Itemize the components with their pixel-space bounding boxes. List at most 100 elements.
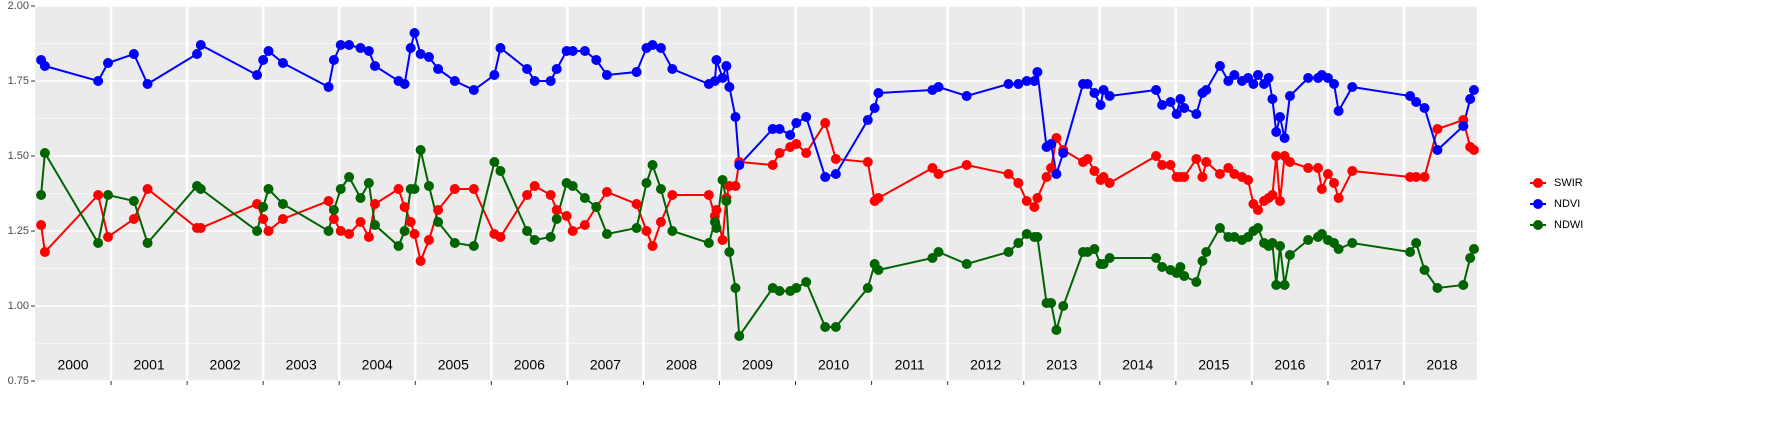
data-point [1013, 178, 1024, 188]
data-point [39, 148, 50, 158]
data-point [717, 235, 728, 245]
data-point [717, 73, 728, 83]
data-point [1223, 76, 1234, 86]
data-point [495, 232, 506, 242]
data-point [1405, 247, 1416, 257]
data-point [1179, 103, 1190, 113]
data-point [655, 43, 666, 53]
y-tick-label: 2.00 [8, 0, 29, 12]
data-point [631, 223, 642, 233]
data-point [551, 64, 562, 74]
data-point [495, 166, 506, 176]
data-point [1279, 280, 1290, 290]
data-point [423, 52, 434, 62]
year-label: 2002 [210, 357, 241, 373]
data-point [1267, 94, 1278, 104]
data-point [1041, 172, 1052, 182]
data-point [873, 88, 884, 98]
data-point [369, 199, 380, 209]
data-point [1179, 271, 1190, 281]
data-point [1157, 100, 1168, 110]
data-point [1303, 235, 1314, 245]
data-point [545, 232, 556, 242]
data-point [1252, 223, 1263, 233]
data-point [1175, 94, 1186, 104]
data-point [191, 49, 202, 59]
data-point [399, 79, 410, 89]
data-point [363, 232, 374, 242]
data-point [721, 196, 732, 206]
data-point [449, 238, 460, 248]
data-point [1243, 175, 1254, 185]
data-point [263, 184, 274, 194]
legend-marker [1533, 220, 1543, 230]
data-point [774, 124, 785, 134]
data-point [791, 139, 802, 149]
data-point [820, 118, 831, 128]
data-point [801, 148, 812, 158]
data-point [1013, 79, 1024, 89]
data-point [363, 46, 374, 56]
data-point [1313, 163, 1324, 173]
data-point [862, 283, 873, 293]
data-point [1003, 169, 1014, 179]
data-point [591, 202, 602, 212]
year-label: 2001 [134, 357, 165, 373]
data-point [1157, 160, 1168, 170]
data-point [1432, 283, 1443, 293]
year-label: 2007 [590, 357, 621, 373]
data-point [820, 172, 831, 182]
year-label: 2017 [1350, 357, 1381, 373]
data-point [363, 178, 374, 188]
data-point [734, 160, 745, 170]
data-point [1333, 193, 1344, 203]
data-point [1098, 85, 1109, 95]
data-point [103, 190, 114, 200]
data-point [103, 232, 114, 242]
data-point [1303, 73, 1314, 83]
data-point [667, 64, 678, 74]
data-point [545, 76, 556, 86]
data-point [1021, 229, 1032, 239]
data-point [1263, 73, 1274, 83]
data-point [767, 160, 778, 170]
data-point [433, 205, 444, 215]
data-point [195, 223, 206, 233]
year-label: 2009 [742, 357, 773, 373]
data-point [1223, 163, 1234, 173]
data-point [433, 64, 444, 74]
data-point [1032, 67, 1043, 77]
data-point [801, 277, 812, 287]
data-point [1468, 85, 1479, 95]
data-point [1197, 172, 1208, 182]
data-point [1271, 127, 1282, 137]
data-point [721, 61, 732, 71]
year-label: 2016 [1274, 357, 1305, 373]
data-point [1082, 79, 1093, 89]
data-point [258, 214, 269, 224]
data-point [730, 112, 741, 122]
data-point [449, 76, 460, 86]
data-point [1347, 82, 1358, 92]
year-label: 2011 [895, 357, 925, 373]
data-point [1468, 145, 1479, 155]
data-point [529, 76, 540, 86]
data-point [1284, 157, 1295, 167]
data-point [1322, 169, 1333, 179]
data-point [961, 160, 972, 170]
data-point [1157, 262, 1168, 272]
data-point [1175, 262, 1186, 272]
year-label: 2000 [57, 357, 88, 373]
data-point [328, 214, 339, 224]
data-point [767, 124, 778, 134]
data-point [709, 76, 720, 86]
data-point [1432, 124, 1443, 134]
data-point [1214, 169, 1225, 179]
data-point [355, 43, 366, 53]
data-point [1303, 163, 1314, 173]
data-point [961, 259, 972, 269]
data-point [393, 184, 404, 194]
data-point [631, 199, 642, 209]
